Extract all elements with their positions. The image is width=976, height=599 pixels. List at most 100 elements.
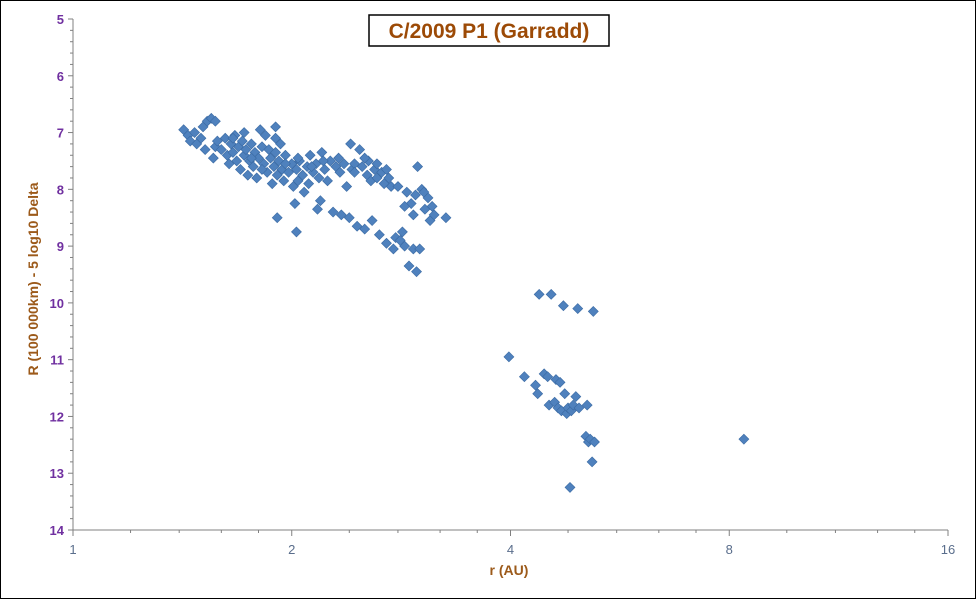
data-point bbox=[253, 152, 264, 164]
data-point bbox=[396, 226, 408, 238]
data-point bbox=[530, 379, 541, 391]
data-point bbox=[291, 164, 302, 175]
data-point bbox=[356, 161, 368, 173]
x-axis-label: r (AU) bbox=[490, 562, 529, 578]
data-point bbox=[503, 351, 515, 363]
data-point bbox=[518, 371, 530, 383]
data-point bbox=[383, 172, 395, 184]
data-point bbox=[440, 212, 452, 224]
data-point bbox=[338, 158, 350, 170]
data-point bbox=[297, 169, 309, 181]
data-point bbox=[283, 166, 295, 178]
data-point bbox=[349, 166, 360, 178]
data-point bbox=[371, 172, 383, 184]
data-point bbox=[401, 186, 413, 198]
data-point bbox=[278, 175, 290, 187]
x-tick-label: 2 bbox=[288, 542, 295, 557]
data-point bbox=[587, 305, 599, 317]
data-point bbox=[554, 376, 566, 388]
data-point bbox=[270, 121, 281, 133]
data-point bbox=[403, 260, 415, 272]
data-point bbox=[319, 164, 331, 175]
y-tick-label: 6 bbox=[57, 69, 64, 84]
data-point bbox=[333, 152, 345, 164]
data-point bbox=[371, 158, 383, 170]
data-point bbox=[373, 229, 385, 241]
x-tick-label: 8 bbox=[726, 542, 733, 557]
data-point bbox=[581, 399, 593, 411]
data-point bbox=[270, 147, 281, 158]
data-point bbox=[418, 186, 430, 198]
x-tick-label: 1 bbox=[69, 542, 76, 557]
data-point bbox=[426, 200, 438, 212]
data-point bbox=[381, 237, 392, 249]
data-point bbox=[410, 189, 421, 201]
y-tick-label: 11 bbox=[50, 353, 64, 368]
data-point bbox=[189, 127, 201, 138]
data-point bbox=[399, 200, 411, 212]
y-tick-label: 9 bbox=[57, 239, 64, 254]
data-point bbox=[265, 152, 276, 164]
data-point bbox=[227, 147, 239, 158]
chart-title: C/2009 P1 (Garradd) bbox=[389, 20, 590, 43]
data-point bbox=[211, 135, 223, 147]
data-point bbox=[260, 129, 271, 141]
data-point bbox=[184, 135, 196, 147]
data-point bbox=[227, 132, 239, 144]
data-point bbox=[209, 115, 221, 127]
data-point bbox=[256, 164, 268, 175]
data-point bbox=[335, 209, 347, 221]
data-points bbox=[178, 112, 750, 493]
x-tick-label: 16 bbox=[941, 542, 955, 557]
data-point bbox=[223, 158, 235, 170]
data-point bbox=[314, 195, 326, 207]
y-axis-label: R (100 000km) - 5 log10 Delta bbox=[25, 182, 41, 375]
data-point bbox=[242, 169, 254, 181]
data-point bbox=[292, 152, 304, 164]
data-point bbox=[266, 178, 278, 190]
data-point bbox=[381, 164, 392, 175]
data-point bbox=[215, 144, 227, 156]
data-point bbox=[351, 220, 363, 232]
data-point bbox=[256, 141, 268, 153]
data-point bbox=[399, 240, 411, 252]
data-point bbox=[298, 186, 310, 198]
data-point bbox=[289, 198, 301, 209]
data-point bbox=[542, 371, 554, 383]
data-point bbox=[564, 481, 576, 493]
y-ticks: 5 6 7 8 9 10 11 12 13 14 bbox=[50, 12, 73, 538]
data-point bbox=[584, 433, 596, 445]
x-ticks: 1 2 4 8 16 bbox=[69, 530, 955, 557]
data-point bbox=[345, 138, 357, 150]
data-point bbox=[586, 456, 598, 468]
y-tick-label: 5 bbox=[57, 12, 64, 27]
data-point bbox=[307, 166, 319, 178]
chart-title-frame bbox=[368, 14, 610, 47]
data-point bbox=[291, 226, 302, 238]
data-point bbox=[235, 164, 246, 175]
data-point bbox=[414, 243, 426, 255]
data-point bbox=[271, 169, 283, 181]
data-point bbox=[231, 155, 243, 167]
data-point bbox=[238, 127, 250, 138]
y-tick-label: 13 bbox=[50, 466, 64, 481]
data-point bbox=[219, 132, 231, 144]
data-point bbox=[738, 433, 750, 445]
data-point bbox=[557, 300, 569, 312]
data-point bbox=[275, 138, 286, 150]
data-point bbox=[354, 144, 366, 156]
data-point bbox=[359, 223, 371, 235]
data-point bbox=[327, 206, 339, 218]
data-point bbox=[359, 152, 371, 164]
data-point bbox=[570, 391, 582, 402]
data-point bbox=[304, 149, 316, 161]
data-point bbox=[322, 175, 333, 187]
data-point bbox=[334, 166, 346, 178]
data-point bbox=[251, 172, 263, 184]
data-point bbox=[572, 303, 584, 314]
data-point bbox=[317, 155, 329, 167]
y-tick-label: 12 bbox=[50, 409, 64, 424]
data-point bbox=[559, 388, 571, 400]
